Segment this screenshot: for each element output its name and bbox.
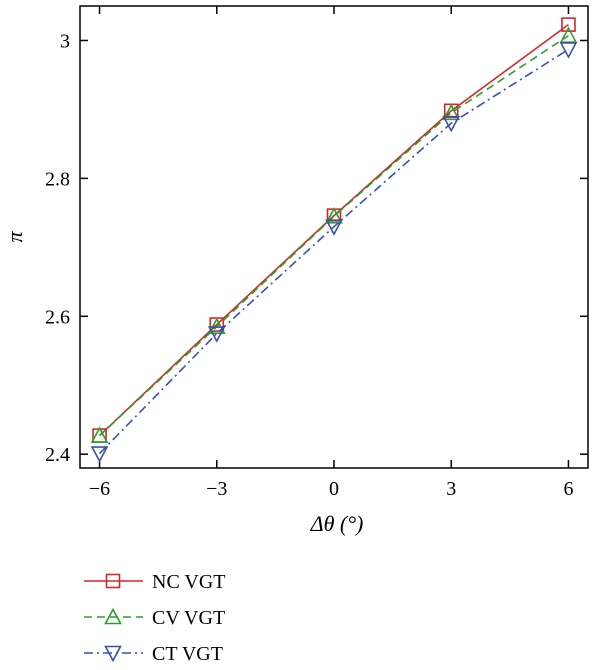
- series-nc-vgt: [92, 17, 576, 443]
- data-point: [90, 426, 109, 443]
- data-point: [442, 103, 461, 121]
- legend-label: CV VGT: [152, 607, 225, 629]
- series-ct-vgt: [90, 42, 578, 463]
- y-axis-title: π: [2, 231, 27, 243]
- data-point: [90, 446, 109, 463]
- legend-item: CV VGT: [84, 607, 225, 629]
- x-tick-label: 0: [329, 478, 339, 500]
- plot-frame: [79, 5, 589, 469]
- legend-label: CT VGT: [152, 643, 223, 665]
- y-tick-label: 3: [60, 30, 70, 52]
- data-point: [559, 42, 578, 59]
- y-tick-label: 2.4: [45, 444, 70, 466]
- x-tick-label: 6: [563, 478, 573, 500]
- data-point: [559, 26, 578, 43]
- series-line: [98, 34, 569, 437]
- y-tick-label: 2.6: [45, 306, 70, 328]
- x-tick-label: 3: [446, 478, 456, 500]
- data-point: [561, 17, 576, 32]
- x-tick-label: −6: [89, 478, 110, 500]
- data-point: [325, 207, 343, 224]
- legend-item: CT VGT: [84, 643, 223, 665]
- legend-marker: [104, 645, 122, 663]
- series-line: [98, 23, 569, 437]
- x-axis-title: Δθ (°): [310, 511, 364, 536]
- legend: NC VGT CV VGT CT VGT: [84, 571, 226, 665]
- plot-border: [79, 5, 589, 469]
- data-point: [325, 219, 343, 236]
- series-line: [98, 48, 569, 455]
- x-tick-label: −3: [206, 478, 227, 500]
- series-layer: [90, 17, 578, 463]
- legend-item: NC VGT: [84, 571, 226, 593]
- data-point: [207, 317, 226, 334]
- legend-marker: [104, 607, 122, 625]
- y-tick-label: 2.8: [45, 168, 70, 190]
- y-axis: 2.4 2.6 2.8 3: [45, 30, 588, 466]
- series-cv-vgt: [90, 26, 578, 443]
- x-axis: −6 −3 0 3 6: [89, 6, 573, 500]
- legend-marker: [105, 573, 121, 589]
- data-point: [442, 115, 461, 133]
- data-point: [207, 326, 226, 343]
- legend-label: NC VGT: [152, 571, 226, 593]
